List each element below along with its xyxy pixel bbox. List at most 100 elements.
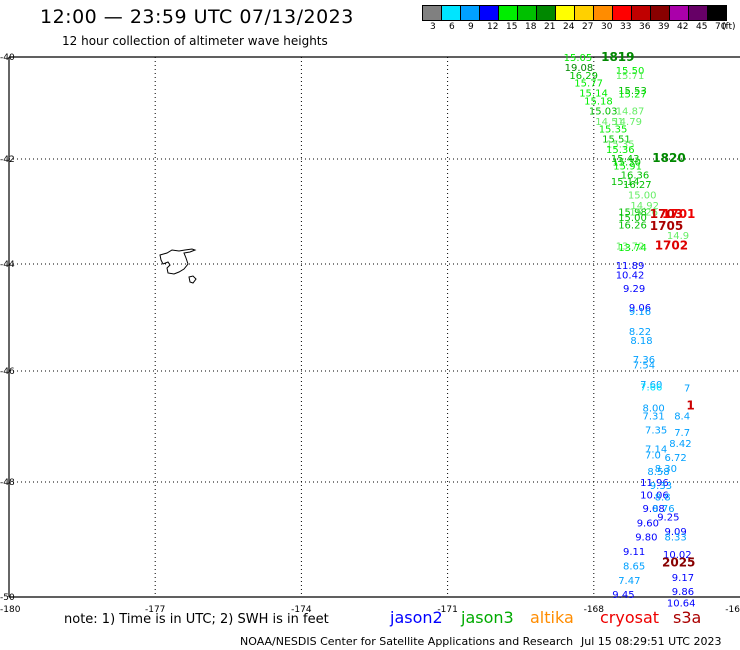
latitude-label: -46 — [0, 367, 15, 377]
wave-height-reading: 15.35 — [599, 124, 628, 135]
wave-height-reading: 15.50 — [616, 66, 645, 77]
wave-height-reading: 8.42 — [669, 439, 691, 450]
longitude-label: -177 — [145, 605, 165, 615]
satellite-label-s3a: s3a — [673, 608, 702, 627]
legend-tick-label: 27 — [582, 22, 594, 32]
wave-height-reading: 11.89 — [616, 261, 645, 272]
wave-height-reading: 15.36 — [606, 145, 635, 156]
legend-tick-label: 33 — [620, 22, 632, 32]
wave-height-reading: 15.00 — [618, 213, 647, 224]
wave-height-reading: 15.53 — [618, 86, 647, 97]
wave-height-reading: 15.71 — [616, 71, 645, 82]
credit-text: NOAA/NESDIS Center for Satellite Applica… — [240, 635, 574, 648]
wave-height-reading: 15.91 — [613, 161, 642, 172]
wave-height-reading: 13.74 — [618, 243, 647, 254]
wave-height-reading: 7 — [684, 384, 690, 395]
wave-height-reading: 9.16 — [629, 307, 651, 318]
wave-height-reading: 8.4 — [674, 411, 690, 422]
wave-height-reading: 9.86 — [672, 587, 694, 598]
wave-height-reading: 8.65 — [623, 561, 645, 572]
longitude-label: -16 — [725, 605, 740, 615]
wave-height-reading: 9.08 — [643, 504, 665, 515]
wave-height-reading: 15.03 — [589, 107, 618, 118]
legend-tick-label: 18 — [525, 22, 537, 32]
wave-height-reading: 10.06 — [640, 491, 669, 502]
wave-height-reading: 16.36 — [621, 171, 650, 182]
legend-tick-label: 12 — [487, 22, 499, 32]
wave-height-reading: 15.35 — [606, 140, 635, 151]
wave-height-reading: 7.0 — [645, 450, 661, 461]
wave-height-reading: 8.30 — [655, 464, 677, 475]
wave-height-reading: 15.98 — [618, 208, 647, 219]
wave-height-reading: 15.14 — [611, 177, 640, 188]
wave-height-reading: 10.02 — [663, 550, 692, 561]
wave-height-reading: 9.33 — [650, 481, 672, 492]
wave-height-reading: 14.9 — [667, 231, 689, 242]
longitude-label: -180 — [0, 605, 21, 615]
wave-height-reading: 8.33 — [665, 533, 687, 544]
wave-height-reading: 8.18 — [630, 336, 652, 347]
wave-height-reading: 1 — [686, 398, 694, 412]
wave-height-reading: 9.29 — [623, 284, 645, 295]
wave-height-reading: 1819 — [601, 50, 634, 64]
wave-height-reading: 15.00 — [628, 191, 657, 202]
graticule — [8, 56, 740, 598]
wave-height-reading: 7.35 — [645, 425, 667, 436]
wave-height-reading: 15.27 — [618, 90, 647, 101]
land-layer — [159, 248, 197, 284]
longitude-label: -168 — [584, 605, 605, 615]
satellite-label-jason3: jason3 — [461, 608, 514, 627]
wave-height-reading: 10.64 — [667, 599, 696, 610]
wave-height-reading: 6.72 — [665, 453, 687, 464]
wave-height-reading: 7.14 — [645, 445, 667, 456]
legend-tick-label: 3 — [430, 22, 436, 32]
chatham-island-main — [159, 248, 197, 275]
satellite-label-jason2: jason2 — [390, 608, 443, 627]
latitude-label: -44 — [0, 260, 15, 270]
latitude-label: -50 — [0, 593, 15, 603]
wave-height-reading: 14.51 — [595, 117, 624, 128]
wave-height-reading: 1702 — [655, 239, 688, 253]
legend-tick-label: 39 — [658, 22, 670, 32]
wave-height-reading: 16.26 — [618, 221, 647, 232]
satellite-label-cryosat: cryosat — [600, 608, 660, 627]
wave-height-reading: 13.72 — [616, 242, 645, 253]
wave-height-reading: 7.47 — [618, 576, 640, 587]
wave-height-reading: 7.66 — [640, 383, 662, 394]
wave-height-reading: 7.60 — [640, 380, 662, 391]
legend-tick-label: 21 — [544, 22, 556, 32]
wave-height-reading: 15.05 — [564, 53, 593, 64]
legend-tick-label: 15 — [506, 22, 518, 32]
footer-note: note: 1) Time is in UTC; 2) SWH is in fe… — [64, 612, 329, 627]
wave-height-reading: 15.26 — [629, 208, 658, 219]
legend-swatch — [707, 5, 727, 21]
wave-height-reading: 16.27 — [623, 180, 652, 191]
legend-tick-label: 45 — [696, 22, 708, 32]
legend-tick-label: 70 — [715, 22, 727, 32]
wave-height-reading: 19.08 — [565, 63, 594, 74]
wave-height-reading: 9.11 — [623, 547, 645, 558]
legend-tick-label: 9 — [468, 22, 474, 32]
legend-tick-label: 42 — [677, 22, 689, 32]
map-subtitle: 12 hour collection of altimeter wave hei… — [62, 34, 328, 48]
wave-height-reading: 14.92 — [630, 201, 659, 212]
wave-height-reading: 11.96 — [640, 478, 669, 489]
wave-height-reading: 7.36 — [633, 355, 655, 366]
wave-height-reading: 9.06 — [629, 303, 651, 314]
wave-height-reading: 7.31 — [643, 411, 665, 422]
wave-height-reading: 9.17 — [672, 573, 694, 584]
latitude-label: -42 — [0, 155, 15, 165]
wave-height-reading: 1705 — [650, 219, 683, 233]
wave-height-reading: 1820 — [652, 151, 685, 165]
map-title: 12:00 — 23:59 UTC 07/13/2023 — [40, 6, 354, 28]
wave-height-reading: 16.29 — [569, 71, 598, 82]
legend-tick-label: 36 — [639, 22, 651, 32]
legend-tick-label: 6 — [449, 22, 455, 32]
legend-tick-label: 24 — [563, 22, 575, 32]
wave-height-reading: 10.42 — [616, 271, 645, 282]
wave-height-reading: 8.22 — [629, 327, 651, 338]
wave-height-reading: 15.51 — [602, 135, 631, 146]
wave-height-reading: 9.80 — [635, 533, 657, 544]
legend-unit: (ft) — [722, 22, 736, 32]
